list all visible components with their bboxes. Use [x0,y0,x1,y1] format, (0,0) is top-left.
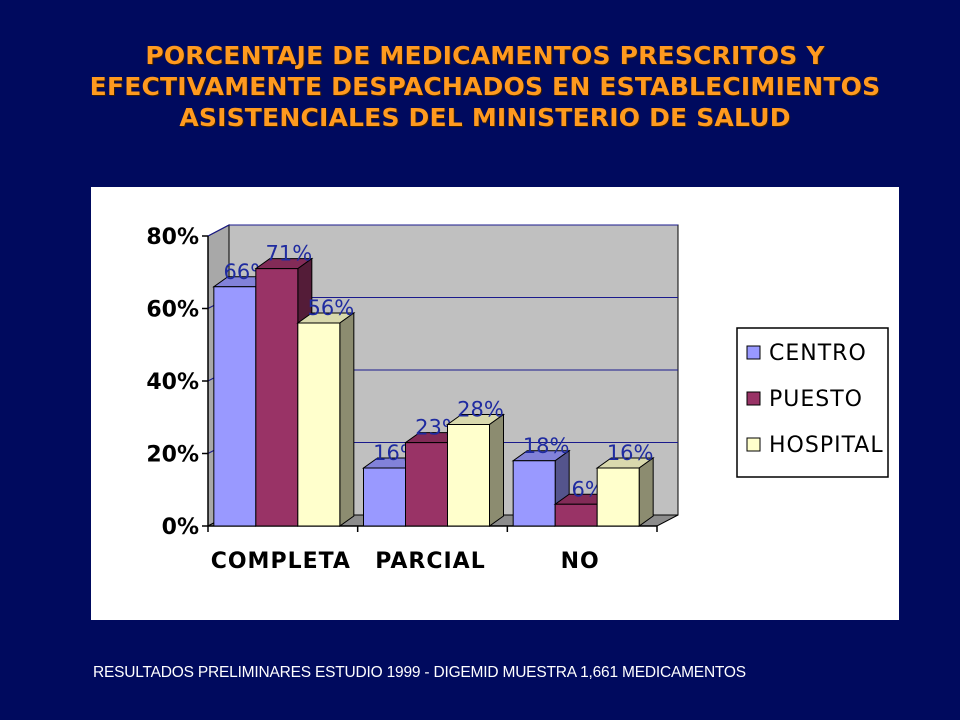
data-label: 16% [607,441,654,465]
legend-label: HOSPITAL [769,433,884,458]
bar-hospital [596,467,640,527]
bar-puesto [255,268,299,527]
bar-side [638,457,654,527]
bar-centro [213,286,257,527]
slide-title: PORCENTAJE DE MEDICAMENTOS PRESCRITOS Y … [89,41,881,132]
x-category-label: NO [561,549,600,574]
legend-label: PUESTO [769,387,863,412]
gridline-side [207,224,230,237]
legend-box [736,327,889,478]
x-category-label: PARCIAL [375,549,485,574]
legend-swatch-puesto [746,391,761,406]
bar-side [339,312,355,527]
y-tick-label: 60% [146,298,199,323]
bar-centro [363,467,406,527]
bar-centro [512,460,556,527]
legend-swatch-centro [746,345,761,360]
bar-hospital [297,322,341,527]
bar-puesto [554,503,598,527]
data-label: 56% [307,296,354,320]
y-tick-label: 40% [146,370,199,395]
data-label: 71% [265,242,312,266]
data-label: 28% [457,398,504,422]
data-label: 18% [523,434,570,458]
bar-side [489,413,504,527]
y-tick-label: 0% [162,515,199,540]
bar-puesto [405,442,448,527]
legend-swatch-hospital [746,437,761,452]
y-tick-label: 20% [146,443,199,468]
chart-svg: 0%20%40%60%80%COMPLETA PARCIAL NO66%71%56%… [146,224,889,574]
footer-note: RESULTADOS PRELIMINARES ESTUDIO 1999 - D… [93,664,746,681]
y-tick-label: 80% [146,225,199,250]
x-category-label: COMPLETA [211,549,351,574]
legend-label: CENTRO [769,341,867,366]
bar-hospital [447,424,490,527]
chart-panel: 0% 20% 40% 60% 80% COMPLETA PARCIAL NO 66% 71% 56%… [91,187,899,620]
